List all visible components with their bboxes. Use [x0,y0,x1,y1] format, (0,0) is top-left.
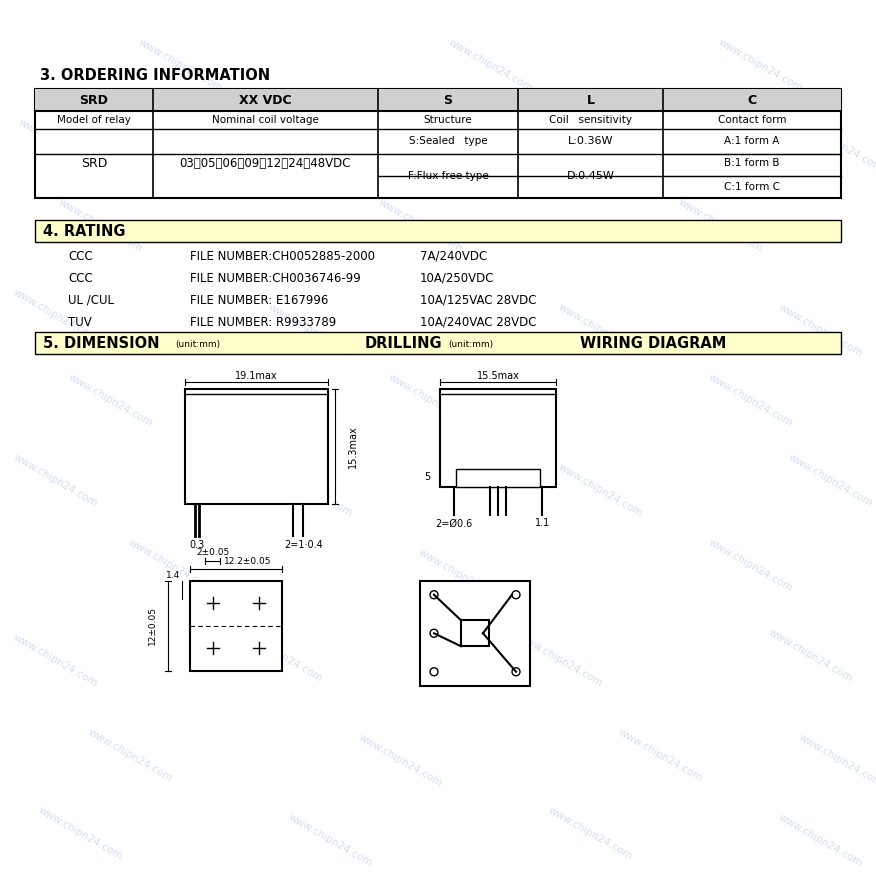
Text: A:1 form A: A:1 form A [724,136,780,145]
Text: Coil   sensitivity: Coil sensitivity [549,115,632,125]
Text: SRD: SRD [81,157,107,170]
Text: S: S [443,94,453,107]
Text: www.chipn24.com: www.chipn24.com [266,303,354,359]
Text: 3. ORDERING INFORMATION: 3. ORDERING INFORMATION [40,68,270,83]
Text: 03、05、06、09、12、24、48VDC: 03、05、06、09、12、24、48VDC [180,157,351,170]
Text: www.chipn24.com: www.chipn24.com [547,806,634,862]
FancyBboxPatch shape [35,332,841,354]
Text: Structure: Structure [424,115,472,125]
Text: (unit:mm): (unit:mm) [175,340,220,349]
Text: D:0.45W: D:0.45W [567,171,614,181]
Text: www.chipn24.com: www.chipn24.com [67,373,154,429]
Text: C:1 form C: C:1 form C [724,181,780,192]
Text: www.chipn24.com: www.chipn24.com [796,118,876,174]
Text: www.chipn24.com: www.chipn24.com [556,303,644,359]
Text: Nominal coil voltage: Nominal coil voltage [212,115,319,125]
Text: www.chipn24.com: www.chipn24.com [786,453,873,509]
FancyBboxPatch shape [440,389,556,486]
Text: www.chipn24.com: www.chipn24.com [11,288,99,344]
Text: CCC: CCC [68,250,93,263]
Text: www.chipn24.com: www.chipn24.com [326,118,413,174]
Text: 2=1·0.4: 2=1·0.4 [284,540,322,550]
Text: www.chipn24.com: www.chipn24.com [796,733,876,789]
Text: 2=Ø0.6: 2=Ø0.6 [435,519,473,528]
Text: FILE NUMBER: E167996: FILE NUMBER: E167996 [190,293,328,307]
Text: 7A/240VDC: 7A/240VDC [420,250,487,263]
Text: www.chipn24.com: www.chipn24.com [286,813,374,869]
Text: CCC: CCC [68,272,93,285]
Text: 19.1max: 19.1max [236,371,278,381]
Text: UL /CUL: UL /CUL [68,293,114,307]
Text: www.chipn24.com: www.chipn24.com [717,38,804,95]
Text: 12.2±0.05: 12.2±0.05 [224,557,272,566]
FancyBboxPatch shape [35,89,841,198]
Text: 15.5max: 15.5max [477,371,519,381]
Text: www.chipn24.com: www.chipn24.com [766,628,854,684]
Text: www.chipn24.com: www.chipn24.com [357,733,444,789]
Text: 10A/250VDC: 10A/250VDC [420,272,494,285]
Text: www.chipn24.com: www.chipn24.com [706,373,794,429]
Text: www.chipn24.com: www.chipn24.com [376,198,463,254]
FancyBboxPatch shape [35,220,841,242]
Text: 15.3max: 15.3max [349,425,358,468]
Text: www.chipn24.com: www.chipn24.com [56,198,144,254]
Text: www.chipn24.com: www.chipn24.com [11,453,99,509]
Text: L: L [587,94,595,107]
Text: 1.1: 1.1 [534,519,550,528]
Text: SRD: SRD [80,94,109,107]
Text: www.chipn24.com: www.chipn24.com [36,806,124,862]
Text: FILE NUMBER:CH0036746-99: FILE NUMBER:CH0036746-99 [190,272,361,285]
Text: TUV: TUV [68,315,92,328]
Text: www.chipn24.com: www.chipn24.com [706,538,794,594]
FancyBboxPatch shape [420,581,530,686]
Text: www.chipn24.com: www.chipn24.com [237,628,324,684]
Text: www.chipn24.com: www.chipn24.com [616,728,703,784]
Text: 2±0.05: 2±0.05 [196,548,230,557]
FancyBboxPatch shape [190,581,281,671]
Text: DRILLING: DRILLING [365,336,442,350]
Text: XX VDC: XX VDC [239,94,292,107]
Text: www.chipn24.com: www.chipn24.com [676,198,764,254]
Text: www.chipn24.com: www.chipn24.com [386,373,474,429]
Text: 5: 5 [424,472,430,483]
Text: www.chipn24.com: www.chipn24.com [11,632,99,689]
Text: www.chipn24.com: www.chipn24.com [516,632,604,689]
FancyBboxPatch shape [461,620,489,646]
Text: 10A/240VAC 28VDC: 10A/240VAC 28VDC [420,315,536,328]
Text: FILE NUMBER:CH0052885-2000: FILE NUMBER:CH0052885-2000 [190,250,375,263]
Text: www.chipn24.com: www.chipn24.com [136,38,223,95]
Text: www.chipn24.com: www.chipn24.com [126,538,214,594]
Text: 1.4: 1.4 [166,571,180,580]
Text: B:1 form B: B:1 form B [724,159,780,168]
Text: L:0.36W: L:0.36W [568,137,613,146]
Text: www.chipn24.com: www.chipn24.com [86,728,173,784]
Text: www.chipn24.com: www.chipn24.com [266,463,354,519]
FancyBboxPatch shape [35,89,841,111]
Text: www.chipn24.com: www.chipn24.com [776,303,864,359]
Text: FILE NUMBER: R9933789: FILE NUMBER: R9933789 [190,315,336,328]
Text: C: C [747,94,757,107]
Text: S:Sealed   type: S:Sealed type [409,137,487,146]
Text: www.chipn24.com: www.chipn24.com [446,38,533,95]
Text: 5. DIMENSION: 5. DIMENSION [43,336,159,350]
FancyBboxPatch shape [185,389,328,504]
Text: WIRING DIAGRAM: WIRING DIAGRAM [580,336,726,350]
Text: 10A/125VAC 28VDC: 10A/125VAC 28VDC [420,293,536,307]
Text: F:Flux free type: F:Flux free type [407,171,489,181]
Text: www.chipn24.com: www.chipn24.com [636,118,724,174]
Text: www.chipn24.com: www.chipn24.com [776,813,864,869]
Text: 4. RATING: 4. RATING [43,223,125,238]
Text: 12±0.05: 12±0.05 [147,606,157,646]
Text: 0.3: 0.3 [189,540,205,550]
Text: www.chipn24.com: www.chipn24.com [16,118,103,174]
Text: Model of relay: Model of relay [57,115,131,125]
Text: www.chipn24.com: www.chipn24.com [416,548,504,604]
Text: (unit:mm): (unit:mm) [448,340,493,349]
Text: Contact form: Contact form [717,115,787,125]
FancyBboxPatch shape [456,469,540,486]
Text: www.chipn24.com: www.chipn24.com [556,463,644,519]
